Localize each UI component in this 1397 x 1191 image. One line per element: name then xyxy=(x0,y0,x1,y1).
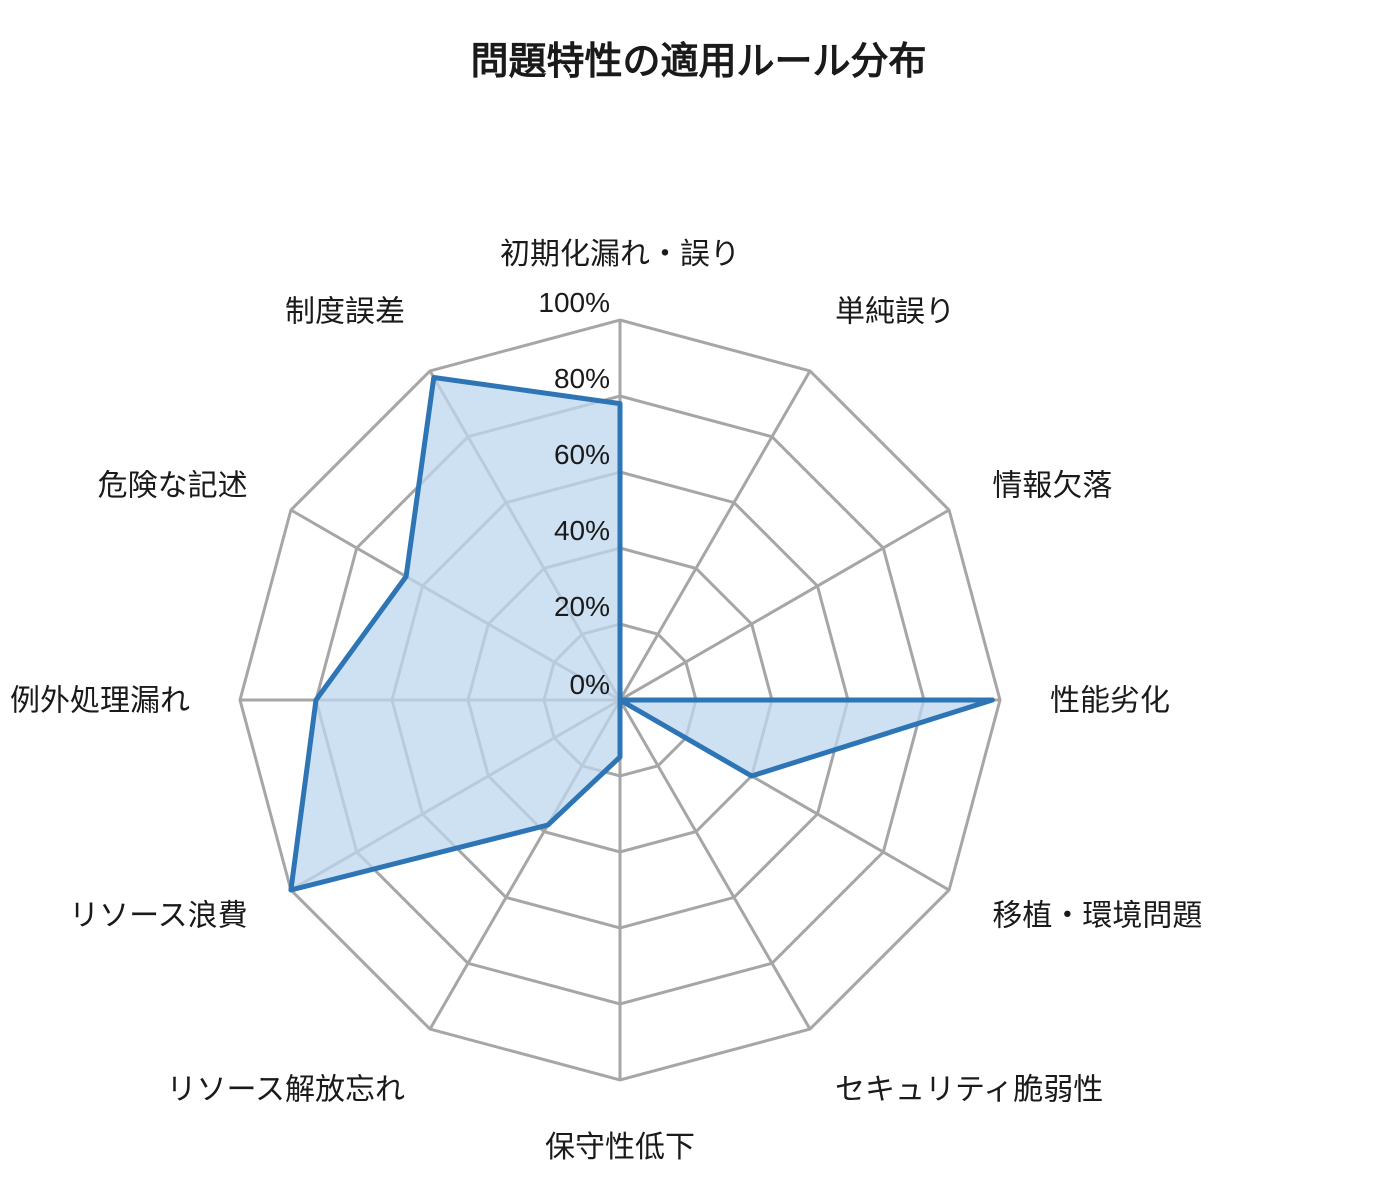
axis-label: 情報欠落 xyxy=(992,470,1112,503)
axis-label: 保守性低下 xyxy=(545,1131,695,1164)
tick-label: 40% xyxy=(554,515,610,546)
axis-label: 制度誤差 xyxy=(285,296,405,329)
axis-label: 移植・環境問題 xyxy=(992,900,1202,933)
axis-label: セキュリティ脆弱性 xyxy=(835,1073,1103,1106)
tick-label: 20% xyxy=(554,591,610,622)
data-polygon xyxy=(291,377,992,890)
axis-label: 単純誤り xyxy=(835,296,955,329)
radar-chart-container: 問題特性の適用ルール分布 0%20%40%60%80%100%初期化漏れ・誤り単… xyxy=(0,0,1397,1191)
tick-label: 80% xyxy=(554,363,610,394)
axis-label: 初期化漏れ・誤り xyxy=(500,238,740,271)
tick-label: 0% xyxy=(570,669,610,700)
tick-label: 60% xyxy=(554,439,610,470)
axis-label: 性能劣化 xyxy=(1050,685,1170,718)
axis-label: リソース浪費 xyxy=(69,900,248,933)
tick-label: 100% xyxy=(538,287,610,318)
axis-label: 危険な記述 xyxy=(98,470,248,503)
axis-label: 例外処理漏れ xyxy=(10,685,190,718)
axis-label: リソース解放忘れ xyxy=(167,1073,406,1106)
radar-chart-svg: 0% 20% 40% 60% 80% 100% 初期化漏れ・誤り単純誤り情報欠落性能劣化移植… xyxy=(0,0,1397,1191)
